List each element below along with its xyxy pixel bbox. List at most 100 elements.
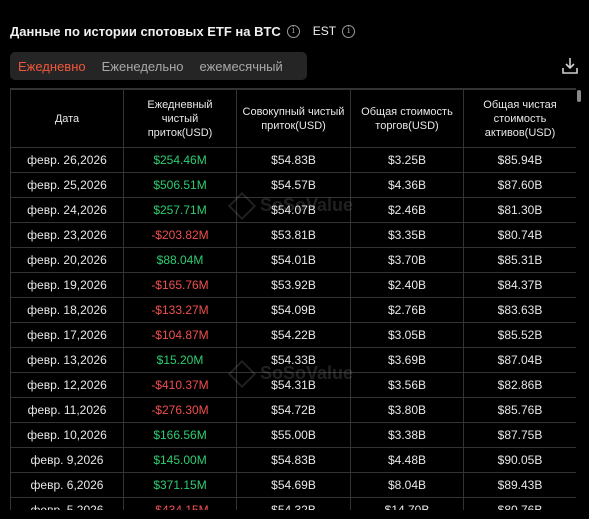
cell-net-assets: $85.31B: [463, 247, 576, 273]
cell-net-assets: $80.76B: [463, 497, 576, 510]
cell-cumulative-inflow: $54.01B: [236, 247, 351, 273]
cell-net-assets: $87.75B: [463, 422, 576, 448]
cell-cumulative-inflow: $54.72B: [236, 397, 351, 423]
cell-net-assets: $87.60B: [463, 172, 576, 198]
cell-daily-inflow: $371.15M: [123, 472, 237, 498]
cell-date: февр. 17,2026: [10, 322, 124, 348]
tab-monthly[interactable]: ежемесячный: [199, 58, 283, 74]
cell-date: февр. 24,2026: [10, 197, 124, 223]
cell-net-assets: $81.30B: [463, 197, 576, 223]
cell-cumulative-inflow: $54.22B: [236, 322, 351, 348]
cell-net-assets: $85.76B: [463, 397, 576, 423]
cell-total-traded: $4.48B: [350, 447, 464, 473]
cell-daily-inflow: $257.71M: [123, 197, 237, 223]
table-row: февр. 5,2026 -$434.15M $54.32B $14.70B $80.7…: [10, 497, 576, 510]
cell-total-traded: $3.70B: [350, 247, 464, 273]
cell-total-traded: $8.04B: [350, 472, 464, 498]
cell-daily-inflow: -$434.15M: [123, 497, 237, 510]
cell-total-traded: $2.46B: [350, 197, 464, 223]
cell-daily-inflow: $88.04M: [123, 247, 237, 273]
table-row: февр. 26,2026 $254.46M $54.83B $3.25B $85.94…: [10, 147, 576, 173]
cell-total-traded: $3.56B: [350, 372, 464, 398]
table-row: февр. 11,2026 -$276.30M $54.72B $3.80B $85.7…: [10, 397, 576, 423]
cell-net-assets: $84.37B: [463, 272, 576, 298]
cell-net-assets: $83.63B: [463, 297, 576, 323]
cell-cumulative-inflow: $54.32B: [236, 497, 351, 510]
table-scrollbar[interactable]: [576, 88, 582, 510]
table-row: февр. 20,2026 $88.04M $54.01B $3.70B $85.31B: [10, 247, 576, 273]
cell-total-traded: $14.70B: [350, 497, 464, 510]
cell-cumulative-inflow: $54.31B: [236, 372, 351, 398]
cell-net-assets: $85.94B: [463, 147, 576, 173]
cell-total-traded: $2.40B: [350, 272, 464, 298]
cell-cumulative-inflow: $55.00B: [236, 422, 351, 448]
table-row: февр. 24,2026 $257.71M $54.07B $2.46B $81.30…: [10, 197, 576, 223]
scrollbar-thumb[interactable]: [577, 90, 581, 102]
cell-net-assets: $80.74B: [463, 222, 576, 248]
cell-daily-inflow: $15.20M: [123, 347, 237, 373]
cell-total-traded: $3.38B: [350, 422, 464, 448]
info-icon[interactable]: i: [286, 24, 300, 38]
cell-date: февр. 25,2026: [10, 172, 124, 198]
cell-cumulative-inflow: $54.83B: [236, 447, 351, 473]
cell-date: февр. 26,2026: [10, 147, 124, 173]
timezone-info-icon[interactable]: i: [342, 24, 356, 38]
column-header-cumulative-inflow[interactable]: Совокупный чистый приток(USD): [236, 89, 351, 148]
cell-daily-inflow: -$276.30M: [123, 397, 237, 423]
cell-daily-inflow: -$165.76M: [123, 272, 237, 298]
cell-cumulative-inflow: $54.69B: [236, 472, 351, 498]
period-tabs: Ежедневно Еженедельно ежемесячный: [10, 52, 307, 80]
cell-date: февр. 5,2026: [10, 497, 124, 510]
table-row: февр. 10,2026 $166.56M $55.00B $3.38B $87.75…: [10, 422, 576, 448]
cell-cumulative-inflow: $54.57B: [236, 172, 351, 198]
table-row: февр. 12,2026 -$410.37M $54.31B $3.56B $82.8…: [10, 372, 576, 398]
cell-date: февр. 20,2026: [10, 247, 124, 273]
cell-date: февр. 6,2026: [10, 472, 124, 498]
cell-net-assets: $85.52B: [463, 322, 576, 348]
cell-date: февр. 10,2026: [10, 422, 124, 448]
download-icon[interactable]: [560, 56, 580, 76]
table-row: февр. 9,2026 $145.00M $54.83B $4.48B $90.05B: [10, 447, 576, 473]
column-header-date[interactable]: Дата: [10, 89, 124, 148]
cell-net-assets: $89.43B: [463, 472, 576, 498]
cell-date: февр. 18,2026: [10, 297, 124, 323]
cell-cumulative-inflow: $54.33B: [236, 347, 351, 373]
cell-cumulative-inflow: $53.92B: [236, 272, 351, 298]
tab-daily[interactable]: Ежедневно: [18, 58, 86, 74]
cell-daily-inflow: $254.46M: [123, 147, 237, 173]
tab-weekly[interactable]: Еженедельно: [101, 58, 184, 74]
cell-daily-inflow: -$410.37M: [123, 372, 237, 398]
column-header-net-assets[interactable]: Общая чистая стоимость активов(USD): [463, 89, 576, 148]
column-header-total-traded[interactable]: Общая стоимость торгов(USD): [350, 89, 464, 148]
column-header-daily-inflow[interactable]: Ежедневный чистый приток(USD): [123, 89, 237, 148]
cell-daily-inflow: -$133.27M: [123, 297, 237, 323]
table-row: февр. 25,2026 $506.51M $54.57B $4.36B $87.60…: [10, 172, 576, 198]
cell-cumulative-inflow: $54.09B: [236, 297, 351, 323]
cell-date: февр. 11,2026: [10, 397, 124, 423]
cell-daily-inflow: $166.56M: [123, 422, 237, 448]
cell-cumulative-inflow: $54.07B: [236, 197, 351, 223]
table-row: февр. 19,2026 -$165.76M $53.92B $2.40B $84.3…: [10, 272, 576, 298]
table-header-row: Дата Ежедневный чистый приток(USD) Совок…: [10, 89, 576, 148]
header: Данные по истории спотовых ETF на BTC i …: [10, 22, 356, 40]
cell-net-assets: $90.05B: [463, 447, 576, 473]
timezone-label[interactable]: EST: [312, 24, 337, 38]
cell-total-traded: $2.76B: [350, 297, 464, 323]
cell-daily-inflow: $506.51M: [123, 172, 237, 198]
cell-total-traded: $3.25B: [350, 147, 464, 173]
cell-total-traded: $3.69B: [350, 347, 464, 373]
cell-total-traded: $3.05B: [350, 322, 464, 348]
cell-total-traded: $3.35B: [350, 222, 464, 248]
cell-total-traded: $3.80B: [350, 397, 464, 423]
table-row: февр. 6,2026 $371.15M $54.69B $8.04B $89.43B: [10, 472, 576, 498]
page-title: Данные по истории спотовых ETF на BTC: [10, 23, 281, 39]
cell-net-assets: $82.86B: [463, 372, 576, 398]
cell-daily-inflow: $145.00M: [123, 447, 237, 473]
cell-date: февр. 23,2026: [10, 222, 124, 248]
cell-net-assets: $87.04B: [463, 347, 576, 373]
table-row: февр. 17,2026 -$104.87M $54.22B $3.05B $85.5…: [10, 322, 576, 348]
cell-cumulative-inflow: $53.81B: [236, 222, 351, 248]
cell-date: февр. 19,2026: [10, 272, 124, 298]
cell-daily-inflow: -$104.87M: [123, 322, 237, 348]
cell-cumulative-inflow: $54.83B: [236, 147, 351, 173]
